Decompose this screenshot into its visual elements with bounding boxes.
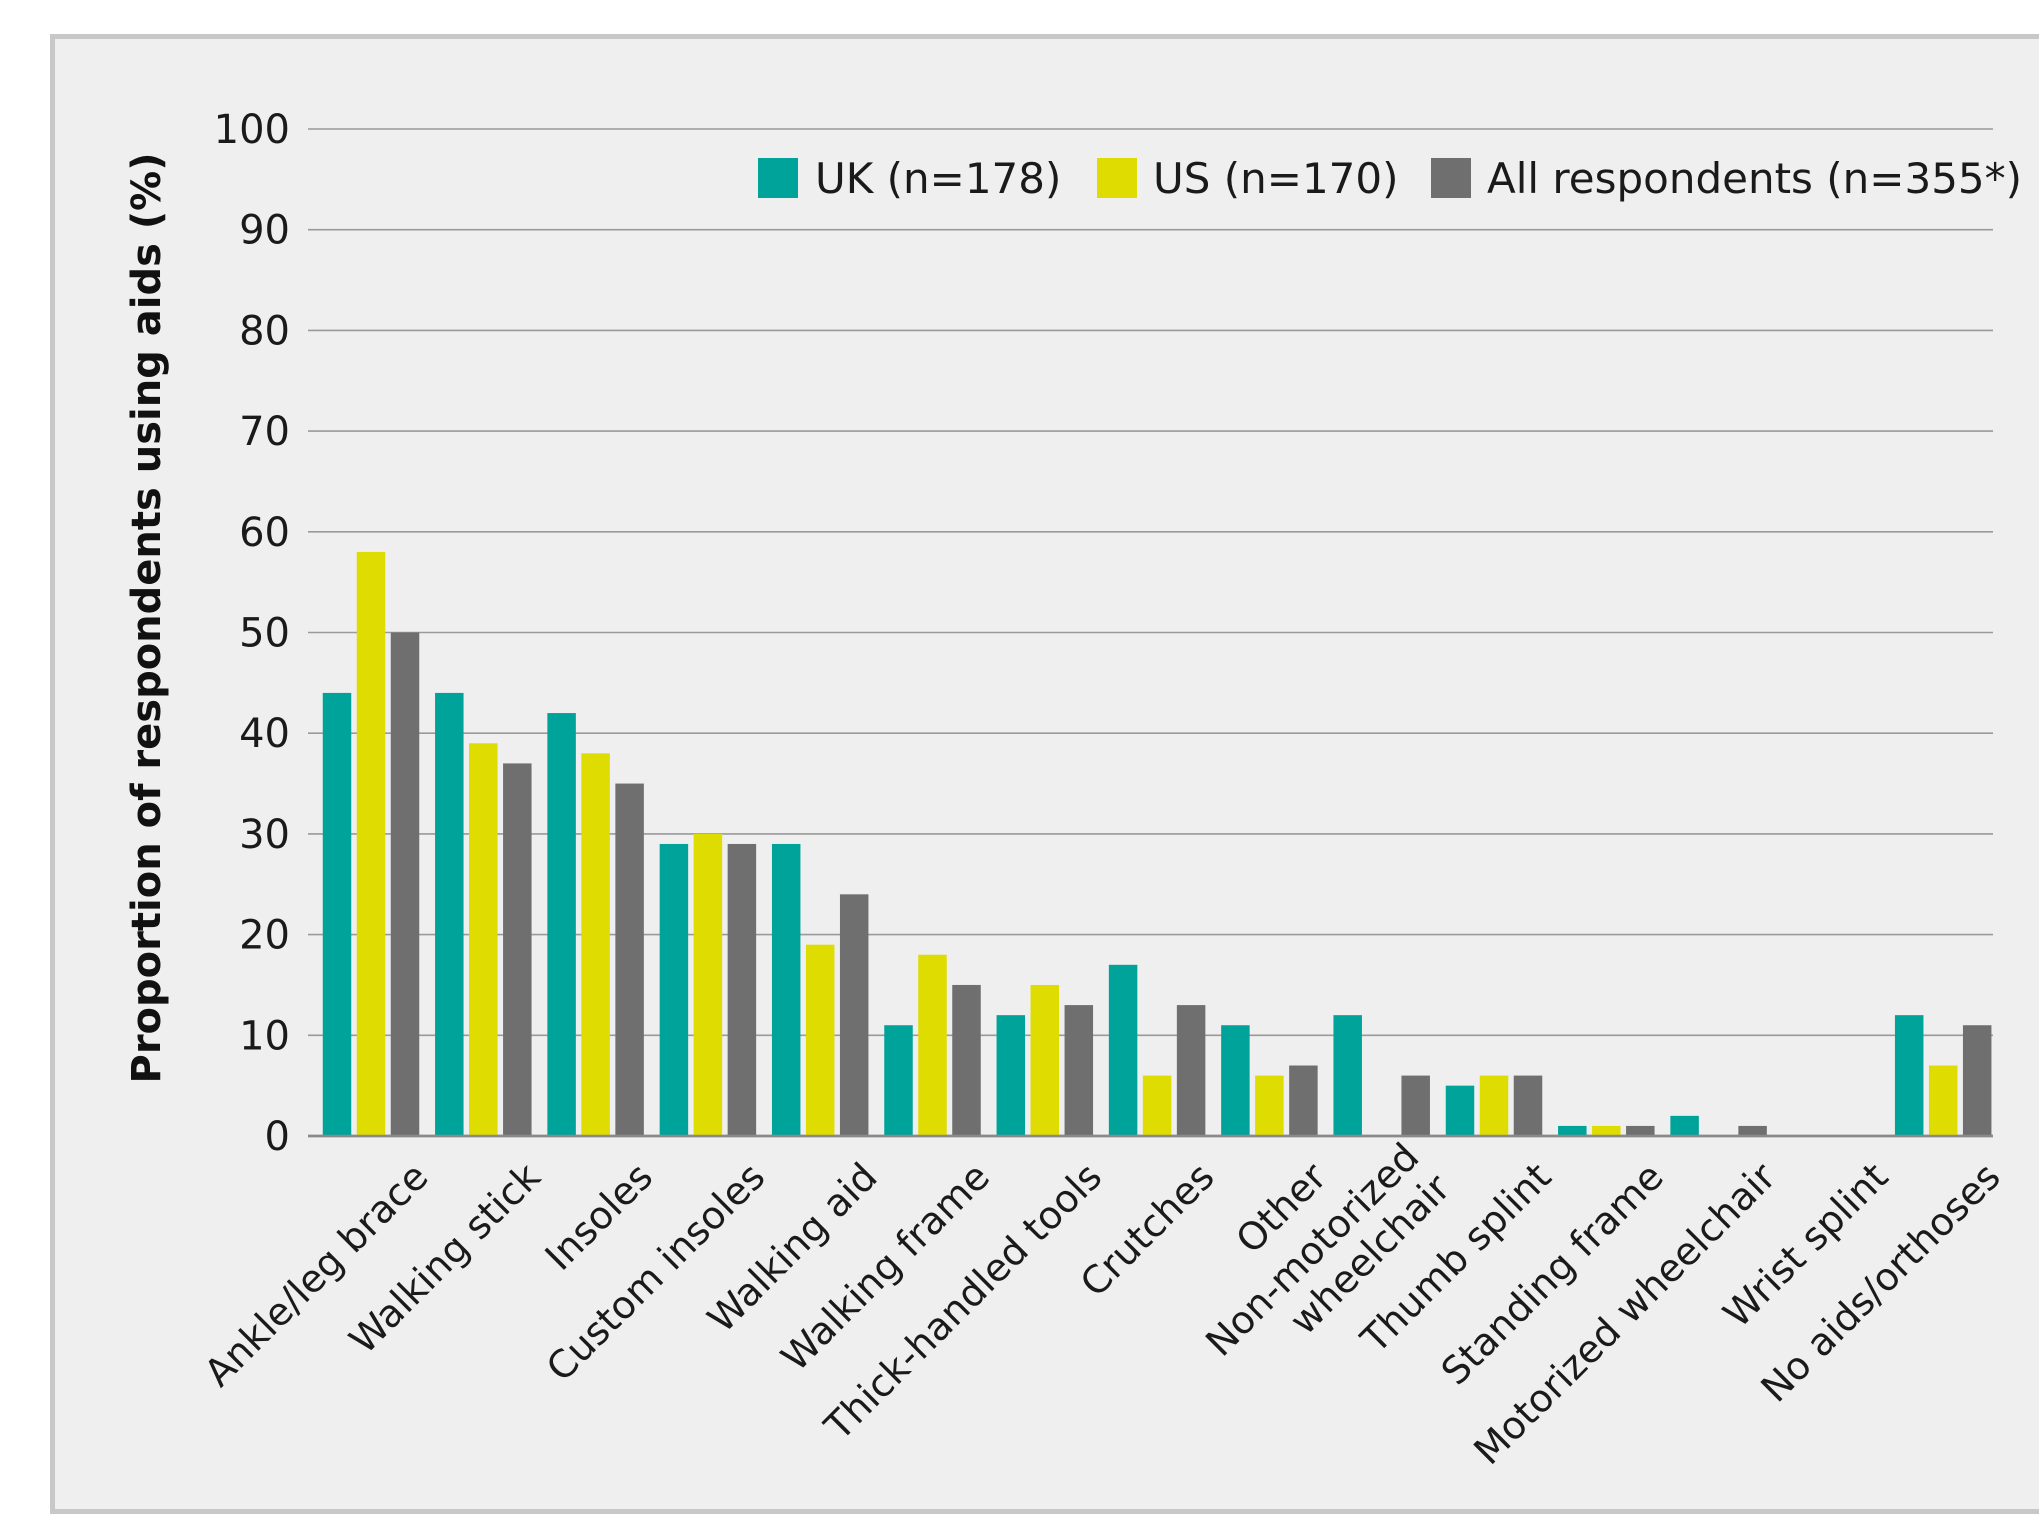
y-tick-label: 60 bbox=[239, 510, 290, 556]
bar-us bbox=[1030, 984, 1060, 1136]
bar-uk bbox=[322, 692, 352, 1136]
x-category-label: Walking frame bbox=[773, 1154, 998, 1379]
bars bbox=[308, 551, 1993, 1138]
bar-all bbox=[390, 632, 420, 1136]
legend-swatch bbox=[1431, 158, 1471, 198]
bar-uk bbox=[659, 843, 689, 1136]
bar-all bbox=[1738, 1125, 1767, 1136]
bar-us bbox=[805, 944, 835, 1136]
legend: UK (n=178) US (n=170) All respondents (n=3… bbox=[758, 154, 2022, 203]
legend-swatch bbox=[1097, 158, 1137, 198]
bar-us bbox=[1255, 1075, 1284, 1136]
bar-uk bbox=[884, 1025, 913, 1136]
x-category-label: Walking stick bbox=[341, 1154, 549, 1362]
y-tick-label: 40 bbox=[239, 711, 290, 757]
bar-us bbox=[918, 954, 947, 1136]
bar-uk bbox=[771, 843, 801, 1136]
bar-uk bbox=[1221, 1025, 1250, 1136]
y-tick-label: 100 bbox=[214, 107, 290, 153]
bar-uk bbox=[1108, 964, 1138, 1136]
y-axis-ticks: 0 10 20 30 40 50 60 70 80 90 100 bbox=[214, 107, 290, 1160]
y-tick-label: 70 bbox=[239, 409, 290, 455]
bar-uk bbox=[1333, 1015, 1362, 1136]
bar-uk bbox=[1558, 1125, 1587, 1136]
bar-all bbox=[952, 984, 981, 1136]
bar-all bbox=[1513, 1075, 1543, 1136]
legend-label: All respondents (n=355*) bbox=[1487, 154, 2022, 203]
bar-uk bbox=[1670, 1115, 1699, 1136]
bar-all bbox=[1401, 1075, 1430, 1136]
legend-swatch bbox=[758, 158, 798, 198]
bar-all bbox=[503, 763, 532, 1136]
y-tick-label: 80 bbox=[239, 308, 290, 354]
bar-all bbox=[1176, 1005, 1206, 1136]
y-tick-label: 20 bbox=[239, 913, 290, 959]
bar-us bbox=[581, 753, 610, 1136]
bar-us bbox=[356, 551, 386, 1136]
y-tick-label: 30 bbox=[239, 812, 290, 858]
y-tick-label: 50 bbox=[239, 611, 290, 657]
bar-all bbox=[839, 894, 869, 1136]
bar-uk bbox=[1894, 1015, 1924, 1136]
bar-all bbox=[1289, 1065, 1318, 1136]
y-tick-label: 0 bbox=[265, 1114, 290, 1160]
bar-all bbox=[727, 843, 757, 1136]
bar-all bbox=[1626, 1125, 1655, 1136]
bar-all bbox=[1064, 1005, 1094, 1136]
bar-all bbox=[1962, 1025, 1992, 1136]
bar-us bbox=[1479, 1075, 1509, 1136]
bar-us bbox=[1928, 1065, 1958, 1136]
bar-uk bbox=[435, 692, 464, 1136]
bar-us bbox=[693, 833, 723, 1136]
bar-us bbox=[1592, 1125, 1621, 1136]
legend-label: UK (n=178) bbox=[815, 154, 1061, 203]
bar-uk bbox=[996, 1015, 1026, 1136]
bar-us bbox=[1142, 1075, 1172, 1136]
y-tick-label: 90 bbox=[239, 208, 290, 254]
bar-uk bbox=[547, 713, 576, 1136]
bar-uk bbox=[1445, 1085, 1475, 1136]
legend-label: US (n=170) bbox=[1153, 154, 1399, 203]
bar-us bbox=[469, 743, 498, 1136]
y-tick-label: 10 bbox=[239, 1013, 290, 1059]
y-axis-title: Proportion of respondents using aids (%) bbox=[124, 153, 170, 1084]
bar-all bbox=[615, 783, 644, 1136]
